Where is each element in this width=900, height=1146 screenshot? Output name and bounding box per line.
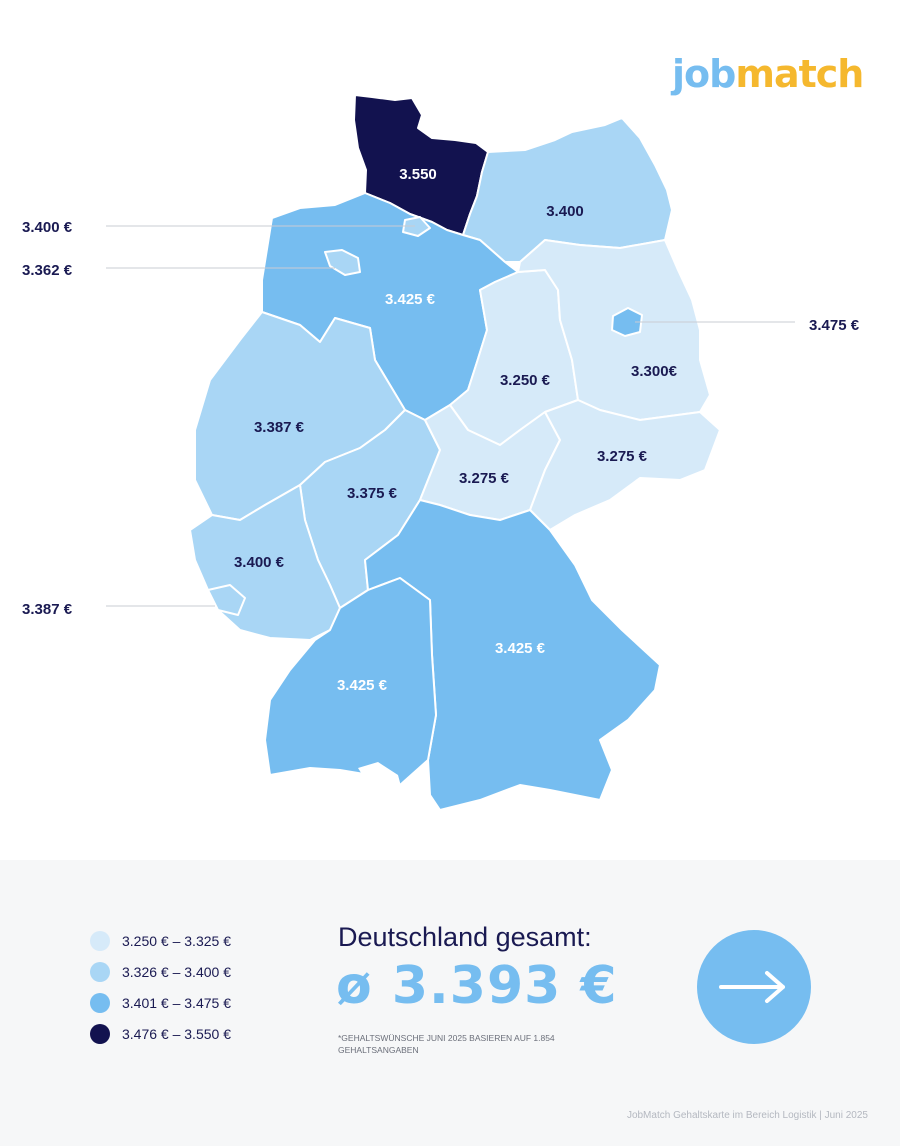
- region-mecklenburg-vorpommern[interactable]: [462, 117, 673, 263]
- legend-swatch: [90, 930, 110, 951]
- value-label-niedersachsen: 3.425 €: [385, 291, 436, 308]
- footnote: *Gehaltswünsche Juni 2025 basieren auf 1…: [338, 1033, 555, 1055]
- legend: 3.250 € – 3.325 € 3.326 € – 3.400 € 3.40…: [90, 925, 231, 1049]
- value-label-nordrhein-westfalen: 3.387 €: [254, 419, 305, 436]
- value-label-schleswig-holstein: 3.550: [399, 166, 437, 183]
- legend-swatch: [90, 992, 110, 1013]
- callout-label-saarland: 3.387 €: [22, 601, 73, 618]
- value-label-hessen: 3.375 €: [347, 485, 398, 502]
- callout-label-hamburg: 3.400 €: [22, 219, 73, 236]
- lake-constance: [358, 762, 402, 793]
- region-sachsen[interactable]: [529, 399, 721, 531]
- logo-part-match: match: [735, 52, 864, 96]
- germany-salary-map: 3.550 3.400 3.425 € 3.250 € 3.300€ 3.387…: [22, 94, 860, 811]
- credit-line: JobMatch Gehaltskarte im Bereich Logisti…: [626, 1110, 868, 1121]
- legend-item: 3.401 € – 3.475 €: [90, 987, 231, 1018]
- legend-item: 3.326 € – 3.400 €: [90, 956, 231, 987]
- callout-label-berlin: 3.475 €: [809, 317, 860, 334]
- total-value: ø 3.393 €: [336, 956, 618, 1016]
- total-label: Deutschland gesamt:: [338, 922, 592, 952]
- legend-label: 3.326 € – 3.400 €: [122, 963, 231, 980]
- region-hamburg[interactable]: [402, 216, 431, 237]
- legend-item: 3.250 € – 3.325 €: [90, 925, 231, 956]
- legend-label: 3.250 € – 3.325 €: [122, 932, 231, 949]
- value-label-baden-wuerttemberg: 3.425 €: [337, 677, 388, 694]
- region-saarland[interactable]: [207, 584, 246, 616]
- region-bremen[interactable]: [324, 249, 361, 276]
- next-button[interactable]: [697, 930, 811, 1044]
- arrow-right-icon: [719, 971, 785, 1003]
- value-label-thueringen: 3.275 €: [459, 470, 510, 487]
- logo-part-job: job: [672, 52, 736, 96]
- value-label-mecklenburg-vorpommern: 3.400: [546, 203, 584, 220]
- summary-footer: 3.250 € – 3.325 € 3.326 € – 3.400 € 3.40…: [0, 860, 900, 1146]
- legend-swatch: [90, 1023, 110, 1044]
- callout-label-bremen: 3.362 €: [22, 262, 73, 279]
- legend-item: 3.476 € – 3.550 €: [90, 1018, 231, 1049]
- legend-label: 3.476 € – 3.550 €: [122, 1025, 231, 1042]
- value-label-rheinland-pfalz: 3.400 €: [234, 554, 285, 571]
- legend-label: 3.401 € – 3.475 €: [122, 994, 231, 1011]
- value-label-sachsen-anhalt: 3.250 €: [500, 372, 551, 389]
- region-baden-wuerttemberg[interactable]: [264, 577, 437, 786]
- region-berlin[interactable]: [611, 307, 643, 337]
- value-label-sachsen: 3.275 €: [597, 448, 648, 465]
- legend-swatch: [90, 961, 110, 982]
- value-label-brandenburg: 3.300€: [631, 363, 678, 380]
- jobmatch-logo: jobmatch: [672, 52, 864, 96]
- value-label-bayern: 3.425 €: [495, 640, 546, 657]
